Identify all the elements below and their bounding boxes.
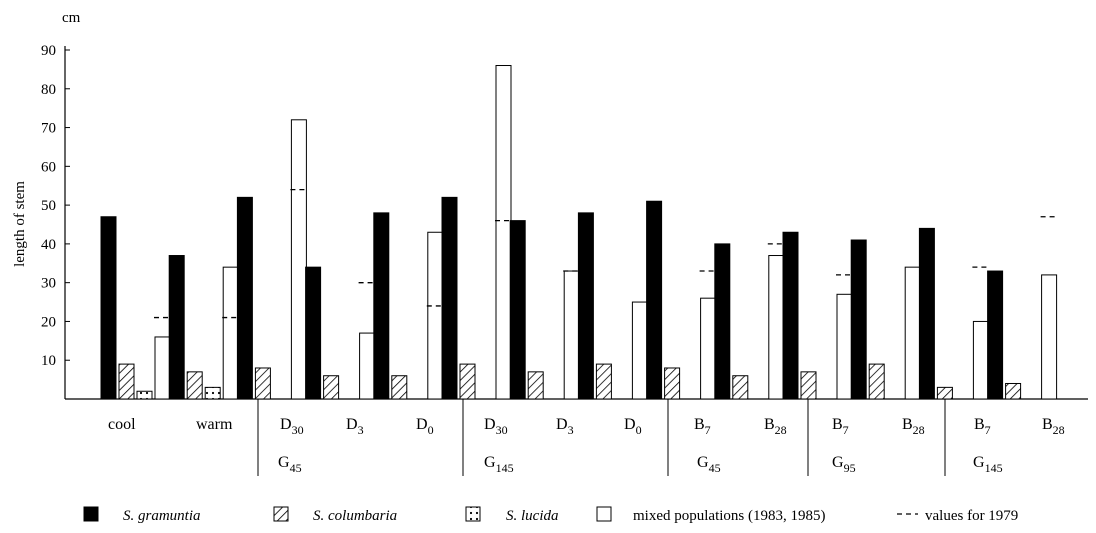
bar-solid [168, 255, 185, 400]
bar-solid [441, 196, 458, 400]
x-axis-labels: cool warm D30 D3 D0 D30 D3 D0 B7 B28 B7 B28 B7 B28 G45… [108, 399, 1065, 476]
y-axis-title: length of stem [12, 181, 28, 267]
bar-open [904, 266, 921, 400]
y-tick-label: 50 [41, 198, 56, 214]
bar-hatch [800, 371, 817, 400]
legend-label: S. lucida [506, 508, 559, 524]
bar-open [836, 293, 853, 400]
bar-open [427, 231, 444, 400]
bar-solid [373, 212, 390, 400]
bar-hatch [186, 371, 203, 400]
bar-open [972, 320, 989, 400]
category-label: warm [196, 416, 233, 433]
category-label: D30 [280, 416, 304, 437]
bar-hatch [254, 367, 271, 400]
y-tick-label: 60 [41, 159, 56, 175]
bar-hatch [936, 386, 953, 400]
group-label: G145 [973, 454, 1003, 475]
category-label: cool [108, 416, 136, 433]
category-label: B28 [764, 416, 787, 437]
bar-hatch [664, 367, 681, 400]
bar-open [768, 255, 785, 400]
category-label: D3 [556, 416, 574, 437]
bar-open [222, 266, 239, 400]
y-tick-label: 90 [41, 43, 56, 59]
bar-hatch [323, 375, 340, 400]
bar-solid [100, 216, 117, 400]
bar-dots [136, 390, 153, 400]
group-label: G45 [697, 454, 721, 475]
category-label: B28 [902, 416, 925, 437]
bar-open [631, 301, 648, 400]
bar-open [495, 65, 512, 400]
bar-hatch [868, 363, 885, 400]
bar-solid [236, 196, 253, 400]
bars [100, 65, 1059, 400]
bar-solid [714, 243, 731, 400]
bar-open [1041, 274, 1058, 400]
category-label: B7 [832, 416, 849, 437]
y-tick-label: 70 [41, 121, 56, 137]
bar-solid [577, 212, 594, 400]
bar-dots [204, 386, 221, 400]
category-label: B7 [974, 416, 991, 437]
bar-solid [509, 220, 526, 400]
bar-open [359, 332, 376, 400]
group-label: G45 [278, 454, 302, 475]
y-tick-label: 20 [41, 314, 56, 330]
category-label: B7 [694, 416, 711, 437]
y-tick-label: 40 [41, 237, 56, 253]
legend-label: S. columbaria [313, 508, 397, 524]
bar-hatch [595, 363, 612, 400]
legend-label: values for 1979 [925, 508, 1018, 524]
bar-solid [987, 270, 1004, 400]
bar-hatch [732, 375, 749, 400]
category-label: D0 [416, 416, 434, 437]
category-label: D0 [624, 416, 642, 437]
y-tick-label: 30 [41, 276, 56, 292]
bar-solid [646, 200, 663, 400]
bar-solid [918, 227, 935, 400]
bar-open [563, 270, 580, 400]
legend-swatch [596, 506, 612, 522]
legend: S. gramuntia S. columbaria S. lucida mixed … [83, 506, 1018, 524]
bar-solid [782, 231, 799, 400]
category-label: B28 [1042, 416, 1065, 437]
y-tick-label: 10 [41, 353, 56, 369]
y-axis-unit: cm [62, 10, 81, 26]
bar-solid [305, 266, 322, 400]
bar-hatch [391, 375, 408, 400]
bar-open [700, 297, 717, 400]
legend-label: S. gramuntia [123, 508, 201, 524]
bar-solid [850, 239, 867, 400]
bar-open [154, 336, 171, 400]
legend-swatch [273, 506, 289, 522]
y-tick-label: 80 [41, 82, 56, 98]
bar-hatch [459, 363, 476, 400]
legend-swatch [83, 506, 99, 522]
bar-hatch [118, 363, 135, 400]
legend-label: mixed populations (1983, 1985) [633, 508, 825, 524]
bar-hatch [527, 371, 544, 400]
legend-swatch [465, 506, 481, 522]
bar-hatch [1005, 382, 1022, 400]
bar-open [290, 119, 307, 400]
category-label: D30 [484, 416, 508, 437]
category-label: D3 [346, 416, 364, 437]
group-label: G145 [484, 454, 514, 475]
group-label: G95 [832, 454, 856, 475]
